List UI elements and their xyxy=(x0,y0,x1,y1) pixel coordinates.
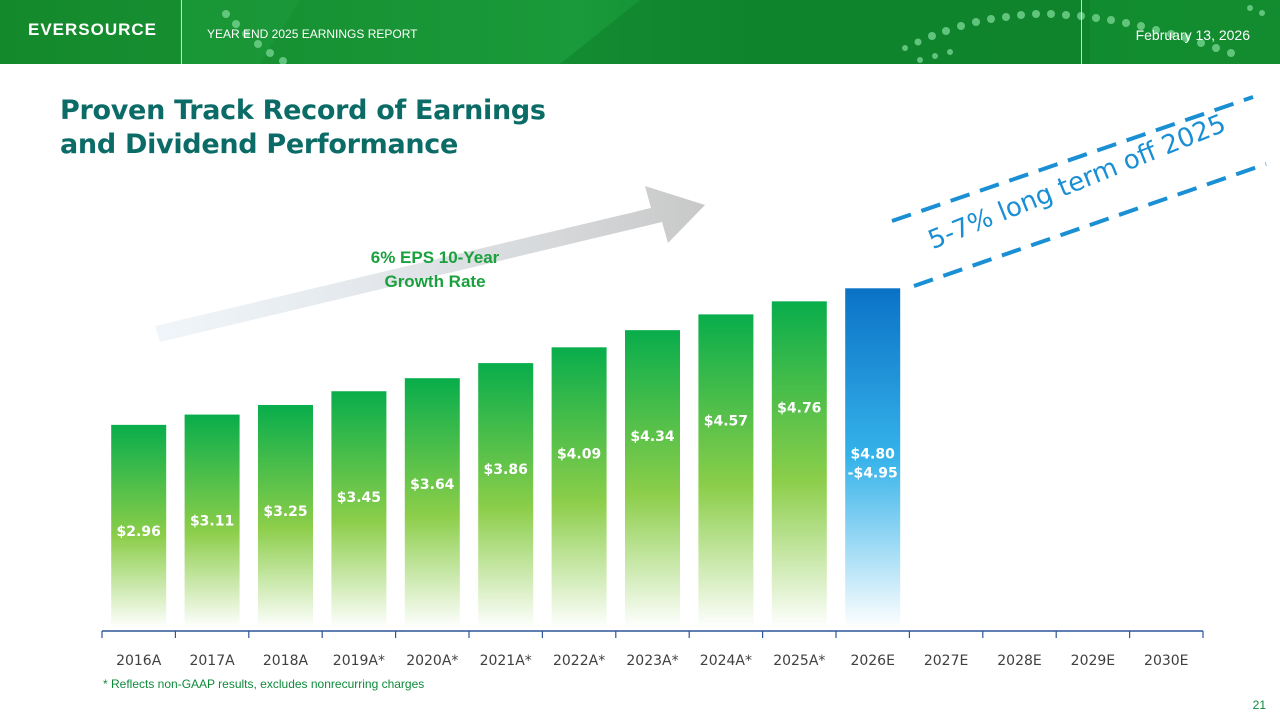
bar-2026E xyxy=(845,288,901,628)
data-label-2018A: $3.25 xyxy=(263,504,307,520)
growth-rate-line1: 6% EPS 10-Year xyxy=(370,248,500,267)
page-number: 21 xyxy=(1252,698,1266,712)
tick-label-2021A: 2021A* xyxy=(480,653,532,669)
tick-label-2017A: 2017A xyxy=(189,653,235,669)
tick-label-2016A: 2016A xyxy=(116,653,162,669)
tick-label-2030E: 2030E xyxy=(1144,653,1188,669)
growth-rate-annotation: 6% EPS 10-Year Growth Rate xyxy=(330,246,540,294)
tick-label-2022A: 2022A* xyxy=(553,653,605,669)
tick-label-2028E: 2028E xyxy=(997,653,1041,669)
page-title-line1: Proven Track Record of Earnings xyxy=(60,95,546,126)
tick-label-2020A: 2020A* xyxy=(406,653,458,669)
page-title-line2: and Dividend Performance xyxy=(60,129,458,160)
tick-label-2018A: 2018A xyxy=(263,653,309,669)
data-label-2022A: $4.09 xyxy=(557,446,601,462)
data-label-2021A: $3.86 xyxy=(484,462,528,478)
projection-band xyxy=(891,95,1267,288)
bar-2021A xyxy=(478,363,534,628)
company-logo: EVERSOURCE xyxy=(28,20,158,39)
data-label-2016A: $2.96 xyxy=(117,524,161,540)
bar-2018A xyxy=(258,404,313,628)
bar-2024A xyxy=(698,314,754,628)
tick-label-2026E: 2026E xyxy=(850,653,894,669)
x-axis: 2016A 2017A 2018A 2019A* 2020A* 2021A* 2022A* 2… xyxy=(101,630,1204,669)
footnote: * Reflects non-GAAP results, excludes no… xyxy=(103,677,425,691)
data-label-2017A: $3.11 xyxy=(190,514,234,530)
bar-2017A xyxy=(184,414,240,628)
bar-2020A xyxy=(404,378,460,628)
report-title: YEAR END 2025 EARNINGS REPORT xyxy=(207,27,418,41)
data-label-2026E: -$4.95 xyxy=(848,465,898,481)
tick-label-2023A: 2023A* xyxy=(626,653,678,669)
header-divider xyxy=(181,0,182,64)
tick-label-2027E: 2027E xyxy=(924,653,968,669)
tick-label-2019A: 2019A* xyxy=(333,653,385,669)
tick-label-2024A: 2024A* xyxy=(700,653,752,669)
bar-2025A xyxy=(771,301,827,628)
bar-2019A xyxy=(331,391,387,628)
bar-2023A xyxy=(625,330,680,628)
data-label-2026E: $4.80 xyxy=(851,446,896,462)
page-title: Proven Track Record of Earnings and Divi… xyxy=(60,94,546,162)
data-label-2020A: $3.64 xyxy=(410,477,455,493)
tick-label-2029E: 2029E xyxy=(1071,653,1115,669)
growth-rate-line2: Growth Rate xyxy=(384,272,486,291)
data-label-2023A: $4.34 xyxy=(630,429,675,445)
header-banner: EVERSOURCE YEAR END 2025 EARNINGS REPORT… xyxy=(0,0,1280,64)
data-label-2025A: $4.76 xyxy=(777,400,821,416)
decorative-dots xyxy=(180,0,1265,64)
header-divider xyxy=(1081,0,1082,64)
bar-2022A xyxy=(551,347,607,628)
data-label-2019A: $3.45 xyxy=(337,490,381,506)
report-date: February 13, 2026 xyxy=(1135,27,1250,43)
growth-arrow xyxy=(155,186,705,342)
bar-2016A xyxy=(111,424,167,628)
data-label-2024A: $4.57 xyxy=(704,413,748,429)
tick-label-2025A: 2025A* xyxy=(773,653,825,669)
bar-series: $2.96 $3.11 $3.25 $3.45 $3.64 $3.86 $4.09 $4.34… xyxy=(111,288,901,628)
